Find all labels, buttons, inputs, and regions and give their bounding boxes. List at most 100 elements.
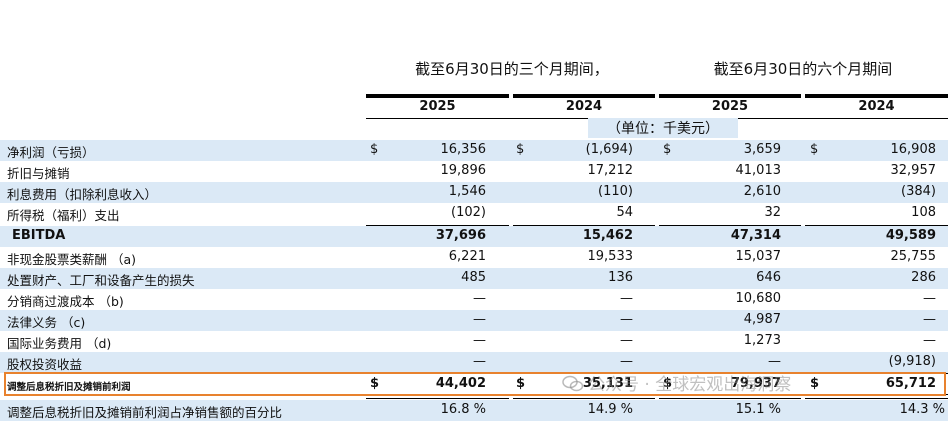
row-label: 净利润（亏损） [7, 145, 95, 160]
value-cell: 1,273 [743, 333, 781, 348]
value-cell: 108 [911, 205, 936, 220]
value-cell: 16.8 % [440, 402, 486, 417]
value-cell: (9,918) [888, 354, 936, 369]
table-row: 股权投资收益 — — — (9,918) [0, 352, 948, 373]
table-row-adjusted-ebitda: 调整后息税折旧及摊销前利润 $ $ $ $ 44,402 35,131 79,9… [0, 374, 948, 395]
value-cell: 79,937 [730, 376, 781, 391]
value-cell: 16,908 [890, 142, 937, 157]
value-cell: 136 [608, 270, 633, 285]
value-cell: 54 [616, 205, 633, 220]
value-cell: 19,533 [587, 249, 634, 264]
subtotal-rule [659, 225, 801, 226]
value-cell: 65,712 [885, 376, 936, 391]
row-label: 利息费用（扣除利息收入） [7, 187, 158, 202]
value-cell: 25,755 [890, 249, 937, 264]
row-label: 法律义务 （c) [7, 315, 86, 330]
subtotal-rule [513, 225, 655, 226]
value-cell: 41,013 [735, 163, 782, 178]
row-label: 国际业务费用 （d) [7, 336, 112, 351]
row-label: 分销商过渡成本 （b) [7, 294, 124, 309]
wechat-icon [562, 375, 584, 392]
value-cell: 485 [461, 270, 486, 285]
value-cell: 37,696 [435, 228, 486, 243]
value-cell: — [768, 354, 781, 369]
value-cell: — [473, 354, 486, 369]
value-cell: — [620, 354, 633, 369]
currency-symbol: $ [810, 142, 819, 157]
value-cell: — [923, 312, 936, 327]
currency-symbol: $ [516, 376, 526, 391]
value-cell: — [923, 333, 936, 348]
table-row: 利息费用（扣除利息收入） 1,546 (110) 2,610 (384) [0, 182, 948, 203]
value-cell: 15,462 [582, 228, 633, 243]
value-cell: — [620, 333, 633, 348]
table-row: 分销商过渡成本 （b) — — 10,680 — [0, 289, 948, 310]
value-cell: — [620, 291, 633, 306]
year-header: 2024 [858, 99, 895, 114]
table-row: 处置财产、工厂和设备产生的损失 485 136 646 286 [0, 268, 948, 289]
value-cell: (102) [451, 205, 486, 220]
table-row: 法律义务 （c) — — 4,987 — [0, 310, 948, 331]
table-row: 非现金股票类薪酬 （a) 6,221 19,533 15,037 25,755 [0, 247, 948, 268]
value-cell: 47,314 [730, 228, 781, 243]
currency-symbol: $ [370, 142, 379, 157]
row-label: 非现金股票类薪酬 （a) [7, 252, 137, 267]
year-header: 2025 [711, 99, 749, 114]
table-row: 调整后息税折旧及摊销前利润占净销售额的百分比 16.8 % 14.9 % 15.… [0, 400, 948, 421]
row-label: 折旧与摊销 [7, 166, 70, 181]
value-cell: 44,402 [435, 376, 486, 391]
value-cell: — [473, 333, 486, 348]
value-cell: — [923, 291, 936, 306]
row-label: 调整后息税折旧及摊销前利润占净销售额的百分比 [7, 405, 283, 420]
value-cell: 15,037 [735, 249, 782, 264]
value-cell: 1,546 [448, 184, 486, 199]
year-header: 2024 [565, 99, 603, 114]
value-cell: 19,896 [440, 163, 487, 178]
year-rule [659, 94, 801, 98]
value-cell: 14.9 % [587, 402, 633, 417]
value-cell: — [473, 312, 486, 327]
year-rule [805, 94, 948, 98]
table-row: 净利润（亏损） $ $ $ $ 16,356 (1,694) 3,659 16,… [0, 140, 948, 161]
value-cell: 286 [911, 270, 936, 285]
value-cell: 16,356 [440, 142, 487, 157]
row-label: 股权投资收益 [7, 357, 83, 372]
year-rule [366, 94, 509, 98]
period-six-months: 截至6月30日的六个月期间 [713, 60, 893, 78]
row-label: EBITDA [12, 228, 66, 243]
value-cell: 49,589 [885, 228, 936, 243]
value-cell: (110) [598, 184, 633, 199]
value-cell: 15.1 % [735, 402, 781, 417]
watermark-text: 公众号 · 全球宏观出海洞察 [588, 375, 792, 395]
value-cell: 14.3 % [899, 402, 945, 417]
value-cell: 35,131 [582, 376, 633, 391]
value-cell: 3,659 [743, 142, 781, 157]
value-cell: 2,610 [743, 184, 781, 199]
table-row-ebitda: EBITDA 37,696 15,462 47,314 49,589 [0, 226, 948, 247]
value-cell: (384) [901, 184, 936, 199]
year-header: 2025 [419, 99, 456, 114]
value-cell: 17,212 [587, 163, 634, 178]
value-cell: 646 [756, 270, 781, 285]
row-label: 处置财产、工厂和设备产生的损失 [7, 273, 195, 288]
currency-symbol: $ [663, 142, 672, 157]
value-cell: 32,957 [890, 163, 937, 178]
subtotal-rule [805, 225, 948, 226]
currency-symbol: $ [663, 376, 673, 391]
table-row: 折旧与摊销 19,896 17,212 41,013 32,957 [0, 161, 948, 182]
value-cell: — [473, 291, 486, 306]
value-cell: (1,694) [585, 142, 633, 157]
subtotal-rule [366, 225, 509, 226]
value-cell: — [620, 312, 633, 327]
row-label: 调整后息税折旧及摊销前利润 [7, 382, 131, 393]
watermark: 公众号 · 全球宏观出海洞察 [562, 370, 791, 395]
period-three-months: 截至6月30日的三个月期间， [415, 60, 609, 78]
currency-symbol: $ [810, 376, 820, 391]
currency-symbol: $ [370, 376, 380, 391]
unit-label: （单位：千美元） [588, 118, 738, 138]
currency-symbol: $ [516, 142, 525, 157]
table-row: 国际业务费用 （d) — — 1,273 — [0, 331, 948, 352]
value-cell: 4,987 [743, 312, 781, 327]
row-label: 所得税（福利）支出 [7, 208, 120, 223]
value-cell: 32 [764, 205, 781, 220]
